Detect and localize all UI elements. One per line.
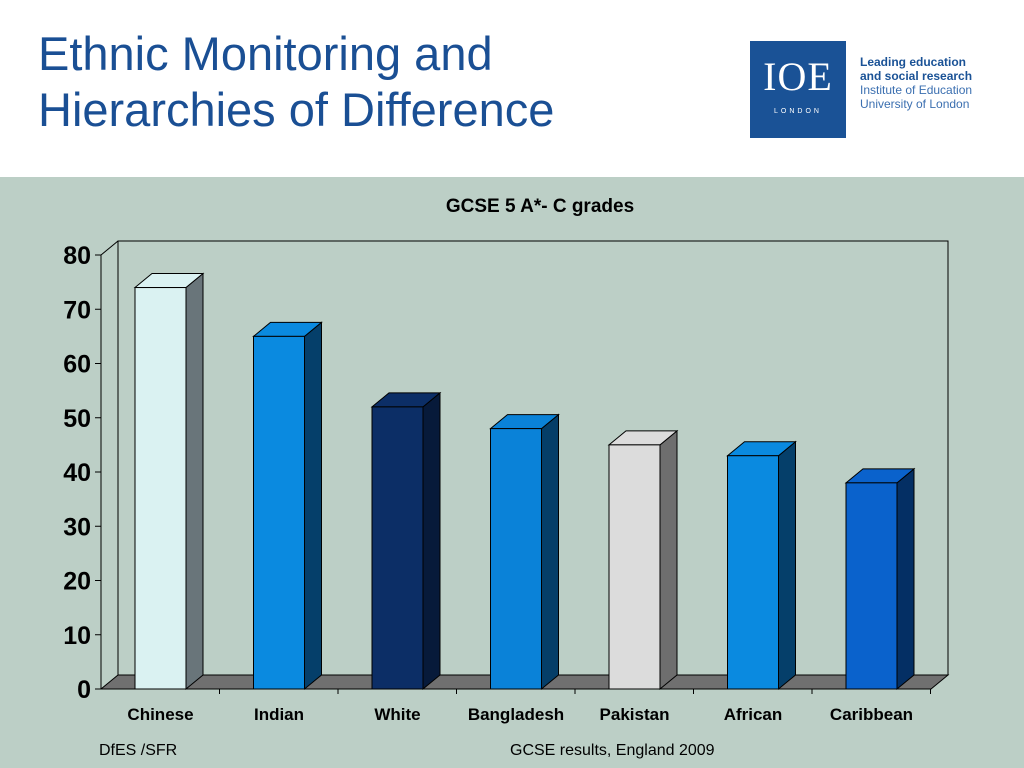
- bar: [133, 272, 205, 691]
- logo-box: IOE LONDON: [750, 41, 846, 138]
- bar-side: [304, 321, 322, 691]
- logo-line-3: Institute of Education: [860, 83, 973, 97]
- logo-line-1: Leading education: [860, 55, 967, 69]
- bar-side: [422, 391, 441, 691]
- bar-front: [608, 444, 661, 690]
- footer-caption: GCSE results, England 2009: [510, 742, 715, 759]
- x-tick-label: Indian: [254, 705, 304, 724]
- ioe-logo: IOE LONDON Leading education and social …: [750, 41, 990, 139]
- bar-front: [727, 455, 779, 690]
- logo-sub: LONDON: [774, 108, 822, 115]
- y-tick-label: 0: [77, 676, 91, 704]
- bar-side: [659, 429, 678, 691]
- bar-chart: GCSE 5 A*- C grades 0 10 20 30 40 50 60 70 80 Ch…: [63, 196, 950, 724]
- bar: [489, 413, 560, 691]
- y-tick-label: 70: [63, 296, 91, 324]
- x-tick-label: Bangladesh: [468, 705, 564, 724]
- x-tick-label: Caribbean: [830, 705, 913, 724]
- y-tick-label: 30: [63, 513, 91, 541]
- bar: [607, 429, 679, 691]
- y-tick-label: 60: [63, 351, 91, 379]
- bar-front: [253, 335, 305, 690]
- bar: [844, 467, 916, 691]
- logo-mark: IOE: [763, 54, 833, 99]
- slide-title-line-2: Hierarchies of Difference: [38, 83, 555, 136]
- chart-title: GCSE 5 A*- C grades: [446, 196, 634, 217]
- y-tick-label: 50: [63, 405, 91, 433]
- footer-source: DfES /SFR: [99, 742, 178, 759]
- slide-title-line-1: Ethnic Monitoring and: [38, 27, 493, 80]
- chart-panel: GCSE 5 A*- C grades 0 10 20 30 40 50 60 70 80 Ch…: [0, 177, 1024, 768]
- x-tick-label: African: [724, 705, 783, 724]
- bar-front: [845, 482, 898, 690]
- logo-text: Leading education and social research In…: [860, 55, 990, 111]
- bar: [726, 440, 797, 691]
- y-tick-label: 80: [63, 242, 91, 270]
- bar-front: [490, 428, 542, 690]
- x-tick-label: Pakistan: [600, 705, 670, 724]
- chart-bars: [133, 272, 916, 691]
- bar-side: [185, 272, 204, 691]
- logo-line-4: University of London: [860, 97, 970, 111]
- bar-side: [896, 467, 915, 691]
- bar-front: [134, 287, 187, 690]
- logo-line-2: and social research: [860, 69, 973, 83]
- y-axis: 0 10 20 30 40 50 60 70 80: [63, 242, 101, 704]
- x-tick-label: Chinese: [127, 705, 193, 724]
- y-tick-label: 10: [63, 622, 91, 650]
- bar: [252, 321, 323, 691]
- x-axis: Chinese Indian White Bangladesh Pakistan Afri…: [127, 689, 931, 724]
- bar-side: [778, 440, 796, 691]
- slide-header: Ethnic Monitoring and Hierarchies of Dif…: [0, 0, 1024, 177]
- bar: [370, 391, 442, 691]
- x-tick-label: White: [374, 705, 420, 724]
- bar-side: [541, 413, 559, 691]
- bar-front: [371, 406, 424, 690]
- side-wall-edge: [100, 240, 119, 256]
- y-tick-label: 40: [63, 459, 91, 487]
- slide-title: Ethnic Monitoring and Hierarchies of Dif…: [38, 26, 554, 138]
- y-tick-label: 20: [63, 568, 91, 596]
